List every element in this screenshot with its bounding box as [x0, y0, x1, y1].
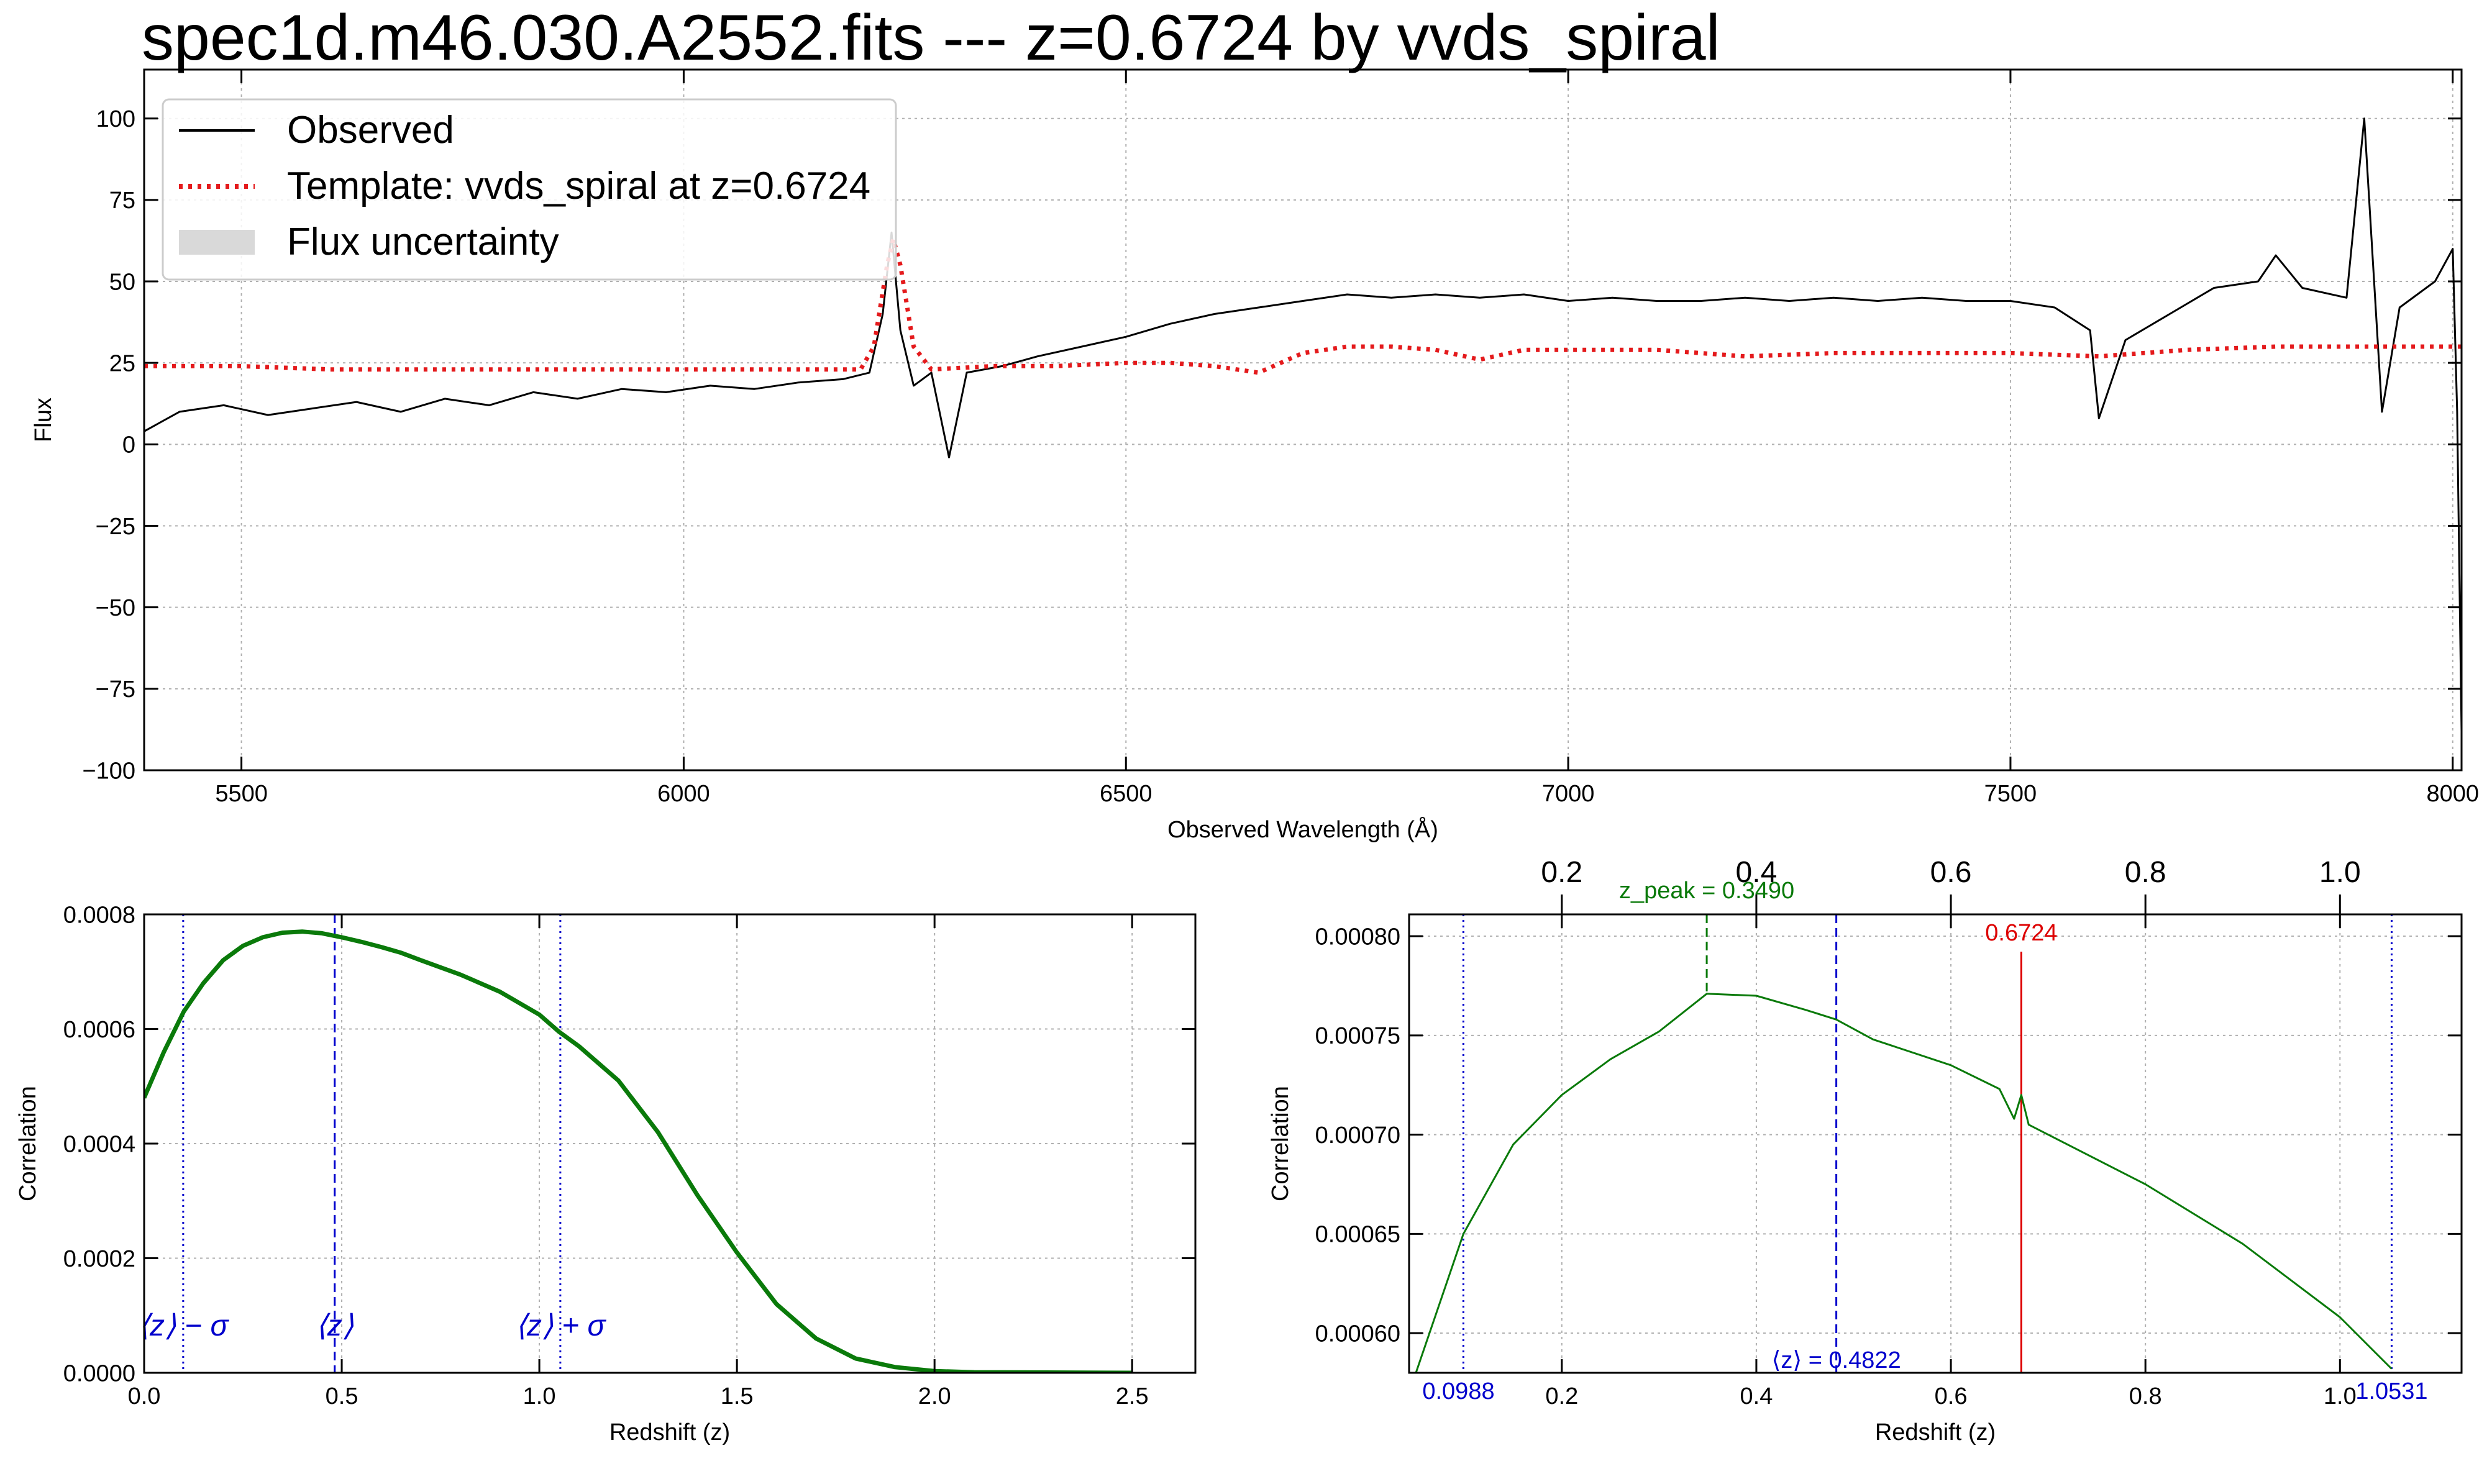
y-tick-label: 0.0002: [63, 1246, 135, 1272]
x-tick-label: 1.5: [721, 1383, 754, 1409]
x-tick-label: 2.5: [1116, 1383, 1149, 1409]
y-tick-label: 0.0004: [63, 1131, 135, 1157]
top-x-tick-label: 1.0: [2319, 856, 2361, 889]
y-tick-label: 0: [122, 432, 135, 458]
reference-line-label: ⟨z⟩ − σ: [138, 1309, 229, 1342]
correlation-full-panel: ⟨z⟩ − σ ⟨z⟩ ⟨z⟩ + σ 0.0 0.5 1.0 1.5 2.0 2.5 0.000…: [15, 902, 1197, 1445]
y-axis-label: Correlation: [15, 1086, 41, 1201]
annotation-label: ⟨z⟩ = 0.4822: [1772, 1347, 1901, 1373]
x-tick-label: 8000: [2426, 781, 2479, 807]
x-tick-label: 0.0: [128, 1383, 161, 1409]
correlation-zoom-panel: z_peak = 0.3490 0.6724 0.0988 ⟨z⟩ = 0.4822 1…: [1267, 856, 2463, 1445]
figure-title: spec1d.m46.030.A2552.fits --- z=0.6724 b…: [142, 2, 1720, 74]
y-tick-label: −100: [82, 758, 135, 784]
top-x-tick-label: 0.2: [1541, 856, 1582, 889]
x-tick-label: 6500: [1100, 781, 1152, 807]
legend-label: Template: vvds_spiral at z=0.6724: [287, 165, 870, 207]
x-tick-label: 1.0: [2324, 1383, 2357, 1409]
y-tick-label: 0.00070: [1315, 1122, 1400, 1149]
x-tick-label: 0.5: [326, 1383, 358, 1409]
x-tick-label: 1.0: [523, 1383, 556, 1409]
reference-line-label: ⟨z⟩ + σ: [515, 1309, 606, 1342]
x-axis-label: Redshift (z): [609, 1419, 730, 1445]
x-tick-label: 2.0: [918, 1383, 951, 1409]
legend-label: Flux uncertainty: [287, 221, 559, 263]
legend-swatch-uncertainty: [179, 230, 255, 255]
y-tick-label: 0.00080: [1315, 924, 1400, 950]
y-tick-label: 100: [96, 106, 135, 132]
y-tick-label: −75: [96, 676, 135, 703]
x-tick-label: 5500: [215, 781, 268, 807]
y-tick-label: 0.00065: [1315, 1222, 1400, 1248]
y-tick-label: 0.00075: [1315, 1023, 1400, 1049]
series-line-0: [144, 117, 2462, 732]
annotation-label: 1.0531: [2355, 1378, 2427, 1404]
reference-line-label: ⟨z⟩: [316, 1309, 354, 1342]
y-tick-label: 75: [109, 188, 135, 214]
annotation-label: 0.6724: [1985, 920, 2057, 946]
y-tick-label: 0.0006: [63, 1017, 135, 1043]
annotation-label: 0.0988: [1422, 1378, 1494, 1404]
x-tick-label: 7000: [1542, 781, 1595, 807]
x-axis-label: Observed Wavelength (Å): [1167, 816, 1438, 843]
spectrum-panel: 5500 6000 6500 7000 7500 8000 −100 −75 −50 −25 0 25…: [30, 68, 2479, 843]
x-tick-label: 0.2: [1545, 1383, 1578, 1409]
series-line-0: [144, 929, 1133, 1373]
x-tick-label: 0.8: [2129, 1383, 2162, 1409]
top-x-tick-label: 0.6: [1930, 856, 1972, 889]
plot-frame: [1408, 913, 2463, 1374]
plot-frame: [143, 68, 2463, 772]
top-x-tick-label: 0.4: [1736, 856, 1778, 889]
x-tick-label: 0.4: [1740, 1383, 1773, 1409]
x-tick-label: 6000: [657, 781, 710, 807]
y-tick-label: 0.00060: [1315, 1321, 1400, 1347]
x-tick-label: 0.6: [1935, 1383, 1968, 1409]
y-axis-label: Correlation: [1267, 1086, 1294, 1201]
y-tick-label: −25: [96, 514, 135, 540]
y-tick-label: 0.0008: [63, 902, 135, 928]
series-line-1: [144, 237, 2462, 375]
annotation-label: z_peak = 0.3490: [1619, 878, 1794, 904]
y-tick-label: 50: [109, 269, 135, 295]
y-tick-label: 25: [109, 350, 135, 376]
legend-label: Observed: [287, 109, 454, 152]
y-tick-label: −50: [96, 595, 135, 621]
legend-box: [162, 98, 897, 281]
x-axis-label: Redshift (z): [1875, 1419, 1996, 1445]
y-axis-label: Flux: [30, 398, 57, 442]
top-x-tick-label: 0.8: [2125, 856, 2166, 889]
x-tick-label: 7500: [1984, 781, 2037, 807]
y-tick-label: 0.0000: [63, 1360, 135, 1386]
